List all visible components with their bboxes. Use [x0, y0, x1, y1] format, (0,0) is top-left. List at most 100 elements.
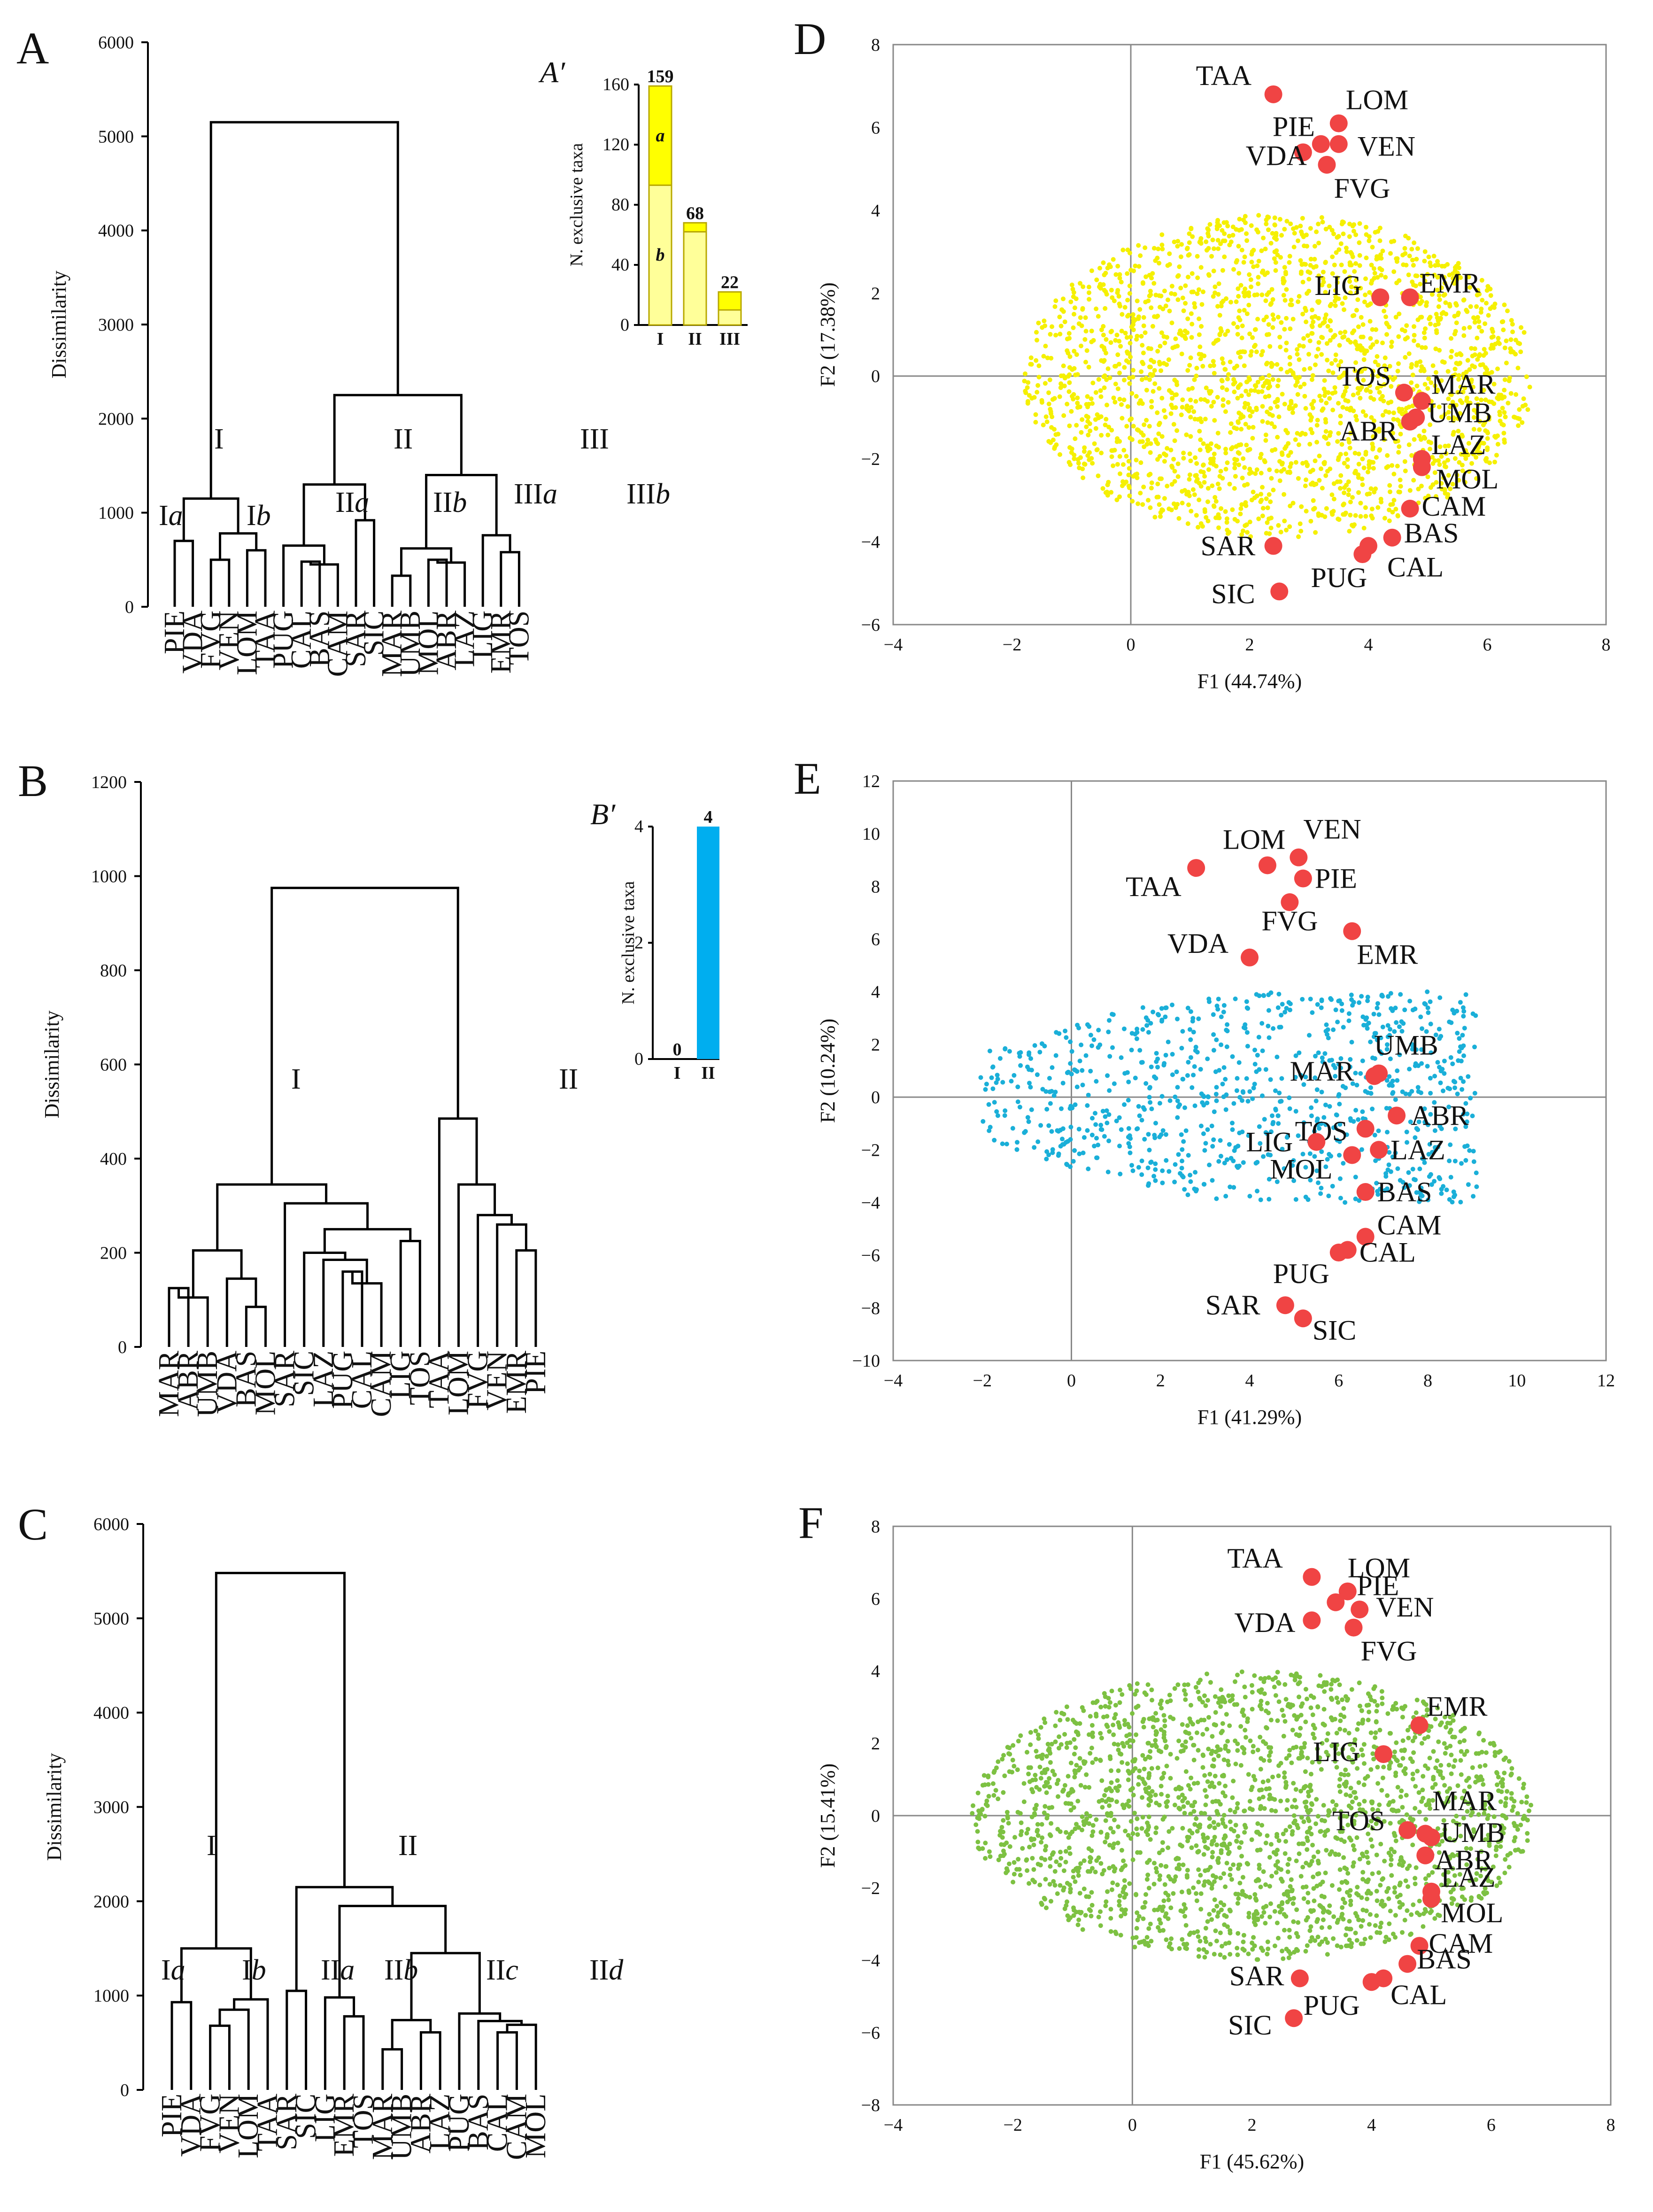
taxa-point [1111, 1830, 1116, 1835]
taxa-point [1300, 216, 1305, 221]
region-point [1413, 392, 1431, 410]
taxa-point [1457, 351, 1462, 356]
taxa-point [1364, 388, 1369, 393]
taxa-point [1389, 340, 1394, 345]
taxa-point [1321, 321, 1326, 326]
taxa-point [1439, 263, 1444, 269]
dendrogram-link [302, 483, 366, 546]
taxa-point [1156, 247, 1161, 251]
taxa-point [1235, 258, 1240, 263]
taxa-point [1268, 1717, 1274, 1723]
taxa-point [1283, 1828, 1289, 1833]
taxa-point [1319, 998, 1324, 1004]
taxa-point [1452, 1838, 1457, 1843]
taxa-point [1353, 1070, 1358, 1075]
taxa-point [1034, 1785, 1039, 1790]
taxa-point [1159, 1706, 1164, 1711]
taxa-point [1155, 1765, 1160, 1771]
taxa-point [1297, 294, 1302, 299]
taxa-point [1387, 483, 1392, 488]
taxa-point [1369, 415, 1374, 420]
taxa-point [1126, 313, 1131, 317]
taxa-point [1236, 286, 1241, 291]
taxa-point [1021, 1781, 1027, 1786]
taxa-point [1332, 298, 1337, 303]
y-tick-label: −6 [861, 1246, 880, 1266]
taxa-point [1058, 373, 1064, 379]
taxa-point [1307, 338, 1313, 343]
taxa-point [1303, 483, 1308, 488]
taxa-point [1088, 1033, 1093, 1037]
taxa-point [1330, 370, 1336, 375]
taxa-point [1217, 486, 1222, 491]
taxa-point [1289, 1760, 1294, 1765]
taxa-point [1296, 299, 1301, 304]
taxa-point [1435, 1706, 1440, 1711]
taxa-point [1451, 1818, 1456, 1824]
taxa-point [1077, 1059, 1082, 1064]
taxa-point [1223, 332, 1228, 337]
taxa-point [1481, 1738, 1486, 1743]
taxa-point [1068, 1887, 1073, 1892]
taxa-point [1243, 1728, 1248, 1732]
taxa-point [1331, 496, 1336, 502]
taxa-point [1462, 386, 1468, 390]
taxa-point [1308, 997, 1313, 1002]
taxa-point [1256, 1035, 1261, 1040]
taxa-point [1293, 1053, 1298, 1058]
taxa-point [1273, 260, 1278, 265]
taxa-point [1080, 1083, 1085, 1088]
taxa-point [976, 1808, 981, 1813]
taxa-point [1143, 245, 1148, 250]
taxa-point [1134, 457, 1139, 463]
taxa-point [1356, 490, 1361, 495]
region-label: LAZ [1431, 429, 1486, 460]
taxa-point [1163, 1052, 1168, 1058]
taxa-point [1227, 530, 1232, 535]
taxa-point [1499, 319, 1505, 325]
taxa-point [1150, 1743, 1155, 1748]
y-tick-label: −6 [861, 2023, 880, 2043]
taxa-point [1320, 1741, 1325, 1746]
taxa-point [1086, 364, 1091, 370]
taxa-point [1353, 1196, 1358, 1201]
taxa-point [1310, 308, 1314, 312]
taxa-point [1189, 311, 1194, 316]
taxa-point [1331, 1027, 1336, 1032]
taxa-point [1353, 360, 1358, 365]
taxa-point [1201, 1947, 1206, 1952]
taxa-point [1271, 487, 1276, 493]
taxa-point [1342, 1772, 1347, 1778]
taxa-point [1148, 1921, 1153, 1926]
taxa-point [1136, 243, 1141, 248]
taxa-point [1391, 472, 1397, 477]
taxa-point [1175, 274, 1180, 279]
taxa-point [1115, 352, 1120, 357]
taxa-point [1435, 259, 1440, 264]
taxa-point [1217, 474, 1222, 479]
taxa-point [1141, 1725, 1146, 1730]
taxa-point [1385, 1023, 1390, 1028]
taxa-point [1188, 1179, 1193, 1184]
taxa-point [1076, 1025, 1081, 1030]
taxa-point [1360, 1116, 1366, 1121]
taxa-point [1353, 339, 1358, 344]
taxa-point [1337, 1139, 1342, 1144]
x-tick-label: 4 [1245, 1371, 1254, 1391]
taxa-point [1329, 228, 1335, 233]
region-point [1294, 143, 1312, 162]
taxa-point [1154, 1870, 1159, 1875]
taxa-point [1446, 1879, 1452, 1884]
taxa-point [1108, 1907, 1113, 1912]
taxa-point [1212, 371, 1217, 376]
taxa-point [1287, 1106, 1292, 1111]
taxa-point [1316, 240, 1321, 246]
taxa-point [1057, 394, 1062, 399]
taxa-point [1148, 441, 1153, 446]
taxa-point [1109, 428, 1114, 433]
taxa-point [1139, 369, 1144, 374]
taxa-point [1186, 1060, 1191, 1065]
taxa-point [1370, 373, 1375, 378]
taxa-point [1291, 1158, 1296, 1163]
taxa-point [1187, 1890, 1192, 1895]
